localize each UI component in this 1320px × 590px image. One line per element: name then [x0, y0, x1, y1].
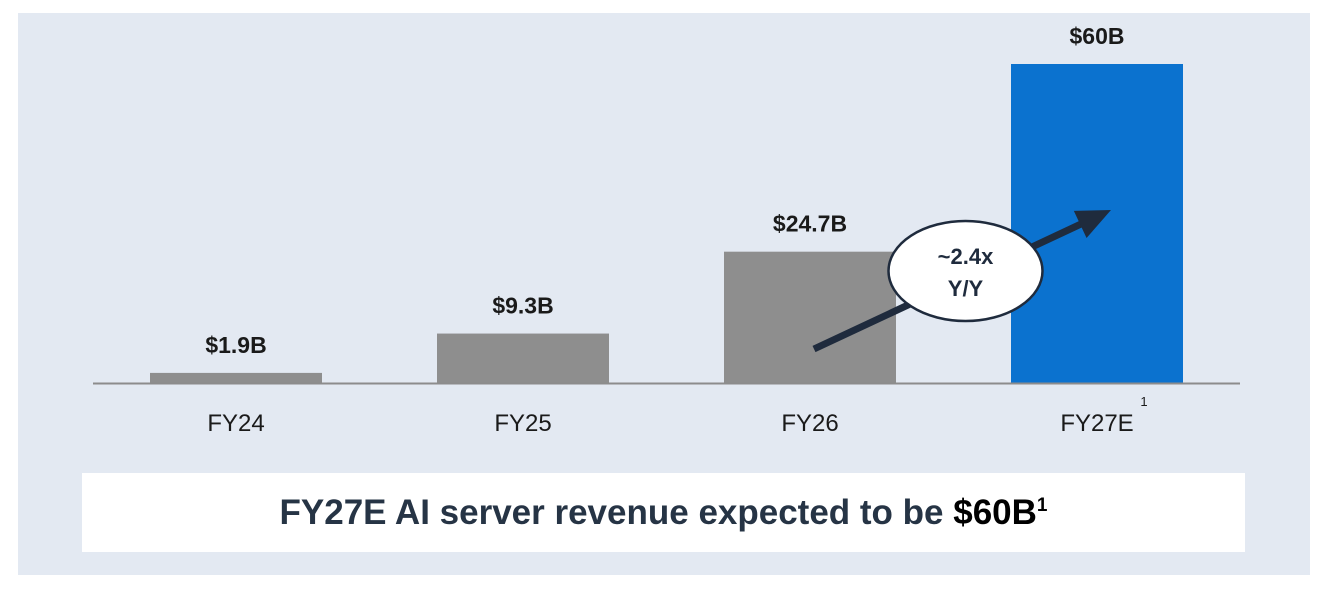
- revenue-bar-chart: $1.9B FY24 $9.3B FY25 $24.7B FY26 $60B FY27E 1 ~…: [93, 23, 1240, 437]
- data-label-fy25: $9.3B: [492, 293, 553, 319]
- bar-fy26: [724, 251, 896, 383]
- x-tick-label-fy24: FY24: [207, 410, 264, 437]
- footer-footnote-marker: 1: [1036, 494, 1048, 516]
- footer-statement: FY27E AI server revenue expected to be $…: [280, 493, 1048, 533]
- bars-layer: [150, 64, 1183, 383]
- growth-annotation: ~2.4x Y/Y: [812, 210, 1111, 353]
- footer-highlight-value: $60B: [953, 492, 1037, 532]
- footer-banner: FY27E AI server revenue expected to be $…: [82, 473, 1245, 552]
- footer-text-main: FY27E AI server revenue expected to be: [279, 492, 954, 532]
- data-label-fy27e: $60B: [1070, 23, 1125, 49]
- bar-fy24: [150, 372, 322, 383]
- growth-callout-bubble: [887, 219, 1044, 323]
- x-tick-label-fy26: FY26: [781, 410, 838, 437]
- data-label-fy24: $1.9B: [205, 332, 266, 358]
- growth-arrow-head-icon: [1073, 210, 1111, 238]
- data-label-fy26: $24.7B: [773, 211, 847, 237]
- x-tick-label-fy27e: FY27E: [1060, 410, 1133, 437]
- growth-callout-multiple: ~2.4x: [938, 244, 994, 269]
- x-tick-footnote-marker: 1: [1140, 394, 1147, 409]
- bar-fy25: [437, 333, 609, 383]
- growth-callout-period: Y/Y: [948, 276, 984, 301]
- labels-layer: $1.9B FY24 $9.3B FY25 $24.7B FY26 $60B FY27E 1: [205, 23, 1147, 437]
- x-tick-label-fy25: FY25: [494, 410, 551, 437]
